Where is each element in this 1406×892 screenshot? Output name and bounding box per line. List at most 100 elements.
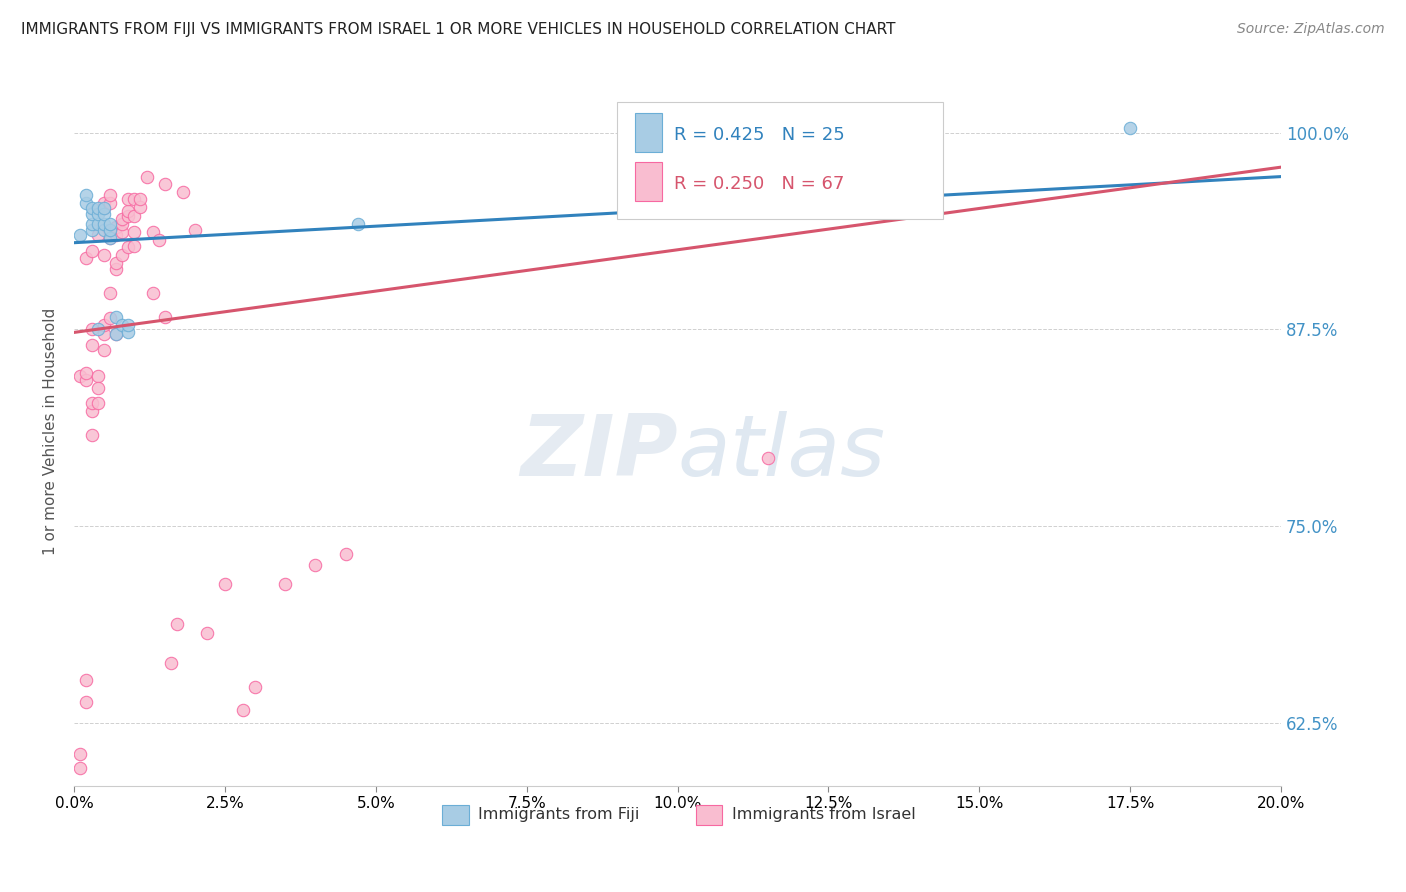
Point [124, 192, 146, 206]
Point [82, 223, 104, 237]
Point [117, 318, 139, 332]
Point [87, 396, 110, 410]
Point [148, 233, 170, 247]
Point [87, 322, 110, 336]
Point [111, 318, 134, 332]
Bar [441, 805, 468, 825]
Point [93, 248, 115, 262]
Y-axis label: 1 or more Vehicles in Household: 1 or more Vehicles in Household [44, 308, 58, 555]
Point [98, 217, 121, 231]
Point [129, 192, 152, 206]
Point [129, 200, 152, 214]
Point [98, 286, 121, 301]
Point [172, 186, 194, 200]
Point [111, 212, 134, 227]
Point [1119, 120, 1142, 135]
Point [105, 227, 128, 242]
Point [346, 217, 368, 231]
Point [93, 326, 115, 341]
Point [117, 240, 139, 254]
Point [75, 673, 97, 688]
Point [75, 373, 97, 387]
Point [214, 577, 236, 591]
Point [117, 326, 139, 340]
Point [82, 217, 104, 231]
Point [75, 367, 97, 381]
Point [75, 196, 97, 211]
Text: atlas: atlas [678, 411, 886, 494]
Point [69, 227, 91, 242]
Point [82, 427, 104, 442]
Point [117, 209, 139, 223]
Point [117, 204, 139, 219]
Point [135, 169, 157, 184]
Point [105, 326, 128, 341]
Point [232, 703, 254, 717]
Point [69, 369, 91, 384]
Point [87, 217, 110, 231]
Point [124, 209, 146, 223]
Point [98, 231, 121, 245]
Point [98, 223, 121, 237]
Point [117, 192, 139, 206]
Point [93, 223, 115, 237]
Point [82, 322, 104, 336]
Point [141, 225, 163, 239]
Point [93, 201, 115, 215]
Point [141, 286, 163, 301]
Text: R = 0.250   N = 67: R = 0.250 N = 67 [673, 175, 844, 194]
Point [756, 451, 779, 466]
Point [111, 217, 134, 231]
Point [111, 225, 134, 239]
Point [195, 626, 218, 640]
Text: IMMIGRANTS FROM FIJI VS IMMIGRANTS FROM ISRAEL 1 OR MORE VEHICLES IN HOUSEHOLD C: IMMIGRANTS FROM FIJI VS IMMIGRANTS FROM … [21, 22, 896, 37]
Point [87, 227, 110, 242]
Text: R = 0.425   N = 25: R = 0.425 N = 25 [673, 126, 845, 144]
Point [105, 256, 128, 270]
Point [87, 201, 110, 215]
Point [75, 188, 97, 202]
Point [75, 252, 97, 266]
Point [98, 196, 121, 211]
Point [93, 343, 115, 357]
Point [184, 223, 207, 237]
FancyBboxPatch shape [617, 103, 943, 219]
Point [105, 326, 128, 341]
Point [105, 262, 128, 277]
Point [105, 219, 128, 234]
Point [166, 616, 188, 631]
Point [69, 747, 91, 762]
Point [274, 577, 297, 591]
Point [124, 239, 146, 253]
Point [93, 207, 115, 221]
Point [111, 248, 134, 262]
Point [93, 217, 115, 231]
Point [82, 244, 104, 258]
Point [98, 231, 121, 245]
Bar [636, 113, 662, 152]
Point [98, 188, 121, 202]
Point [153, 178, 176, 192]
Point [93, 201, 115, 215]
Point [105, 310, 128, 324]
Point [82, 404, 104, 418]
Point [87, 207, 110, 221]
Point [87, 369, 110, 384]
Point [93, 196, 115, 211]
Point [93, 318, 115, 332]
Text: Source: ZipAtlas.com: Source: ZipAtlas.com [1237, 22, 1385, 37]
Point [159, 656, 181, 670]
Point [98, 311, 121, 326]
Text: ZIP: ZIP [520, 411, 678, 494]
Point [243, 680, 266, 694]
Point [335, 547, 357, 561]
Text: Immigrants from Fiji: Immigrants from Fiji [478, 807, 640, 822]
Point [304, 558, 326, 573]
Point [82, 396, 104, 410]
Point [82, 338, 104, 352]
Bar [636, 162, 662, 202]
Point [87, 380, 110, 394]
Point [82, 201, 104, 215]
Point [82, 207, 104, 221]
Point [75, 695, 97, 709]
